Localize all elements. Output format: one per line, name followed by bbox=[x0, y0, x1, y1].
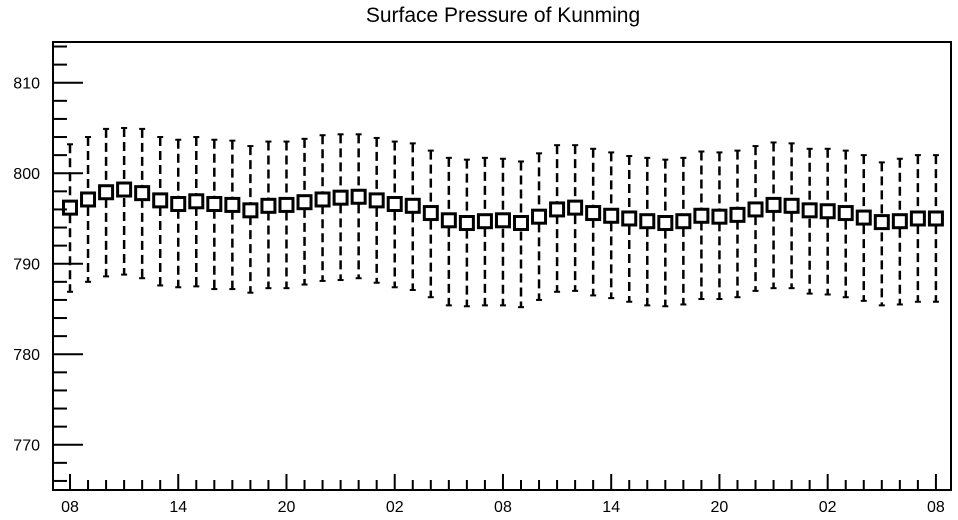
median-box bbox=[567, 199, 584, 216]
median-box bbox=[873, 214, 890, 231]
median-box bbox=[693, 207, 710, 224]
y-tick-label: 800 bbox=[13, 166, 40, 183]
median-box bbox=[260, 197, 277, 214]
y-tick-label: 770 bbox=[13, 438, 40, 455]
median-box bbox=[476, 213, 493, 230]
median-box bbox=[242, 202, 259, 219]
median-box bbox=[927, 210, 944, 227]
x-axis: 08 14 20 02 08 14 20 02 08 bbox=[61, 474, 945, 516]
median-box bbox=[206, 196, 223, 213]
median-box bbox=[657, 215, 674, 232]
median-box bbox=[368, 192, 385, 209]
median-box bbox=[152, 192, 169, 209]
x-tick-label: 20 bbox=[711, 499, 729, 516]
median-box bbox=[747, 201, 764, 218]
x-tick-label: 08 bbox=[494, 499, 512, 516]
y-tick-label: 790 bbox=[13, 257, 40, 274]
median-box bbox=[386, 196, 403, 213]
x-tick-label: 14 bbox=[602, 499, 620, 516]
median-box bbox=[80, 191, 97, 208]
median-box bbox=[621, 210, 638, 227]
median-box bbox=[819, 203, 836, 220]
y-tick-label: 810 bbox=[13, 76, 40, 93]
median-box bbox=[134, 185, 151, 202]
median-box bbox=[513, 215, 529, 232]
median-box bbox=[729, 206, 746, 223]
median-box bbox=[188, 193, 205, 210]
median-box bbox=[837, 205, 854, 222]
median-box bbox=[801, 202, 818, 219]
median-box bbox=[765, 196, 782, 213]
median-box bbox=[458, 215, 475, 232]
plot-frame bbox=[52, 41, 952, 491]
x-tick-label: 20 bbox=[278, 499, 296, 516]
median-box bbox=[422, 205, 439, 222]
median-box bbox=[783, 197, 800, 214]
x-tick-label: 08 bbox=[61, 499, 79, 516]
median-box bbox=[440, 212, 457, 229]
median-box bbox=[891, 213, 908, 230]
median-box bbox=[116, 181, 133, 198]
median-box bbox=[278, 196, 295, 213]
median-box bbox=[170, 196, 187, 213]
y-axis: 770 780 790 800 810 bbox=[13, 45, 83, 482]
median-box bbox=[909, 210, 926, 227]
median-box bbox=[224, 196, 241, 213]
median-box bbox=[296, 194, 313, 211]
median-box bbox=[711, 208, 728, 225]
median-box bbox=[855, 209, 872, 226]
median-box bbox=[332, 189, 349, 206]
x-tick-label: 14 bbox=[169, 499, 187, 516]
median-box bbox=[585, 205, 602, 222]
x-tick-label: 08 bbox=[927, 499, 945, 516]
median-box bbox=[639, 213, 656, 230]
median-box bbox=[549, 201, 566, 218]
y-tick-label: 780 bbox=[13, 347, 40, 364]
median-box bbox=[404, 197, 421, 214]
median-box bbox=[350, 188, 367, 205]
median-box bbox=[494, 212, 511, 229]
x-tick-label: 02 bbox=[386, 499, 404, 516]
median-box bbox=[603, 207, 620, 224]
median-box bbox=[531, 208, 548, 225]
median-box bbox=[62, 199, 78, 216]
data-layer bbox=[62, 126, 944, 309]
x-tick-label: 02 bbox=[819, 499, 837, 516]
median-box bbox=[314, 191, 331, 208]
median-box bbox=[675, 213, 692, 230]
chart-title: Surface Pressure of Kunming bbox=[366, 4, 640, 27]
median-box bbox=[98, 184, 115, 201]
